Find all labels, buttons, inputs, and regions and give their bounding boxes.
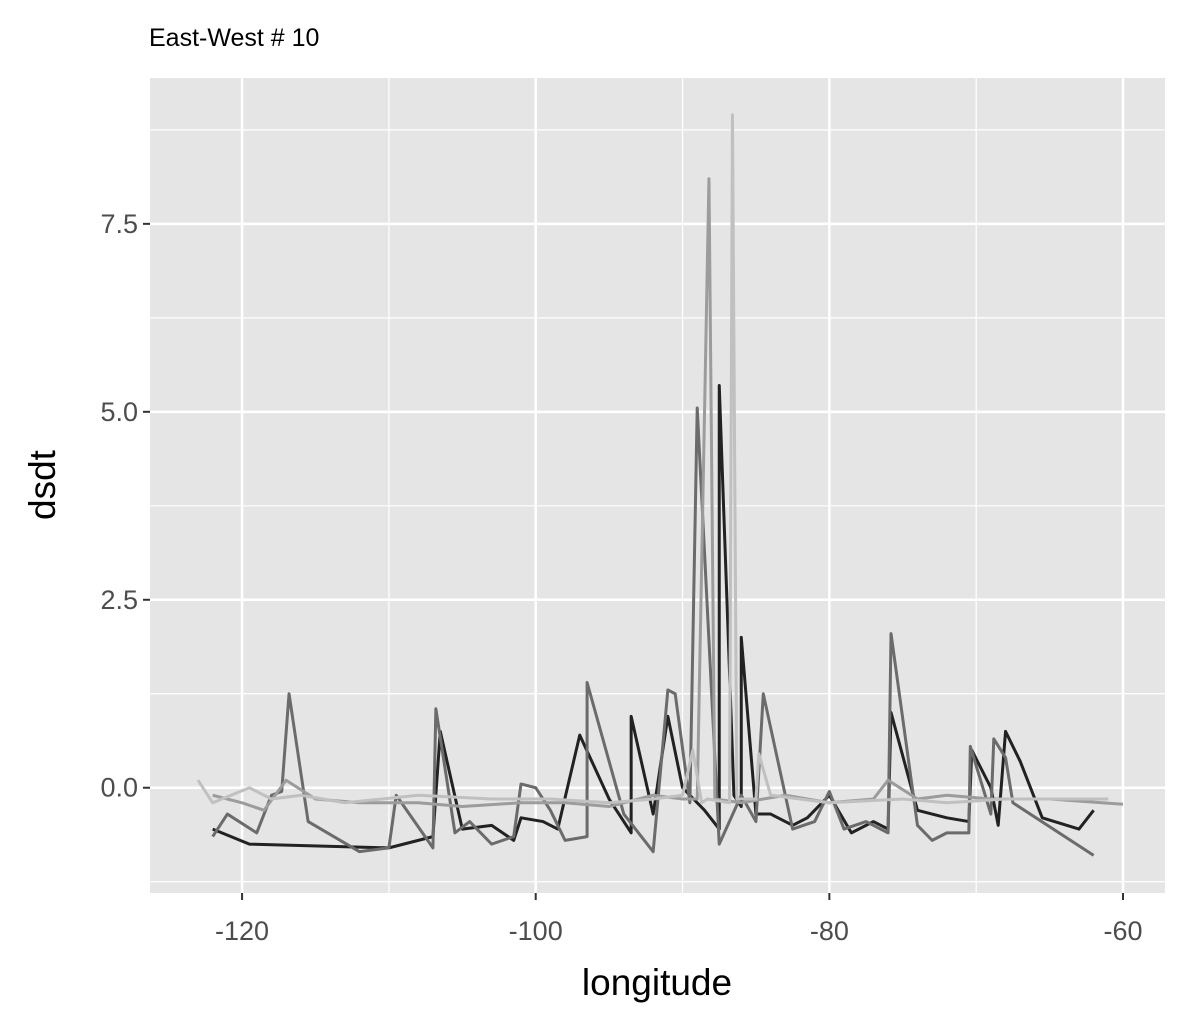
line (196, 113, 1109, 805)
y-tick-label: 2.5 (100, 585, 138, 615)
x-tick-label: -100 (509, 916, 563, 946)
y-axis-title: dsdt (22, 449, 63, 520)
panel (150, 78, 1165, 893)
chart-title: East-West # 10 (149, 24, 319, 52)
line (211, 406, 1095, 857)
x-tick-label: -120 (215, 916, 269, 946)
y-tick-label: 5.0 (100, 397, 138, 427)
x-tick-label: -80 (810, 916, 849, 946)
x-axis-title: longitude (582, 962, 732, 1003)
x-tick-label: -60 (1103, 916, 1142, 946)
y-tick-label: 0.0 (100, 773, 138, 803)
y-tick-label: 7.5 (100, 209, 138, 239)
